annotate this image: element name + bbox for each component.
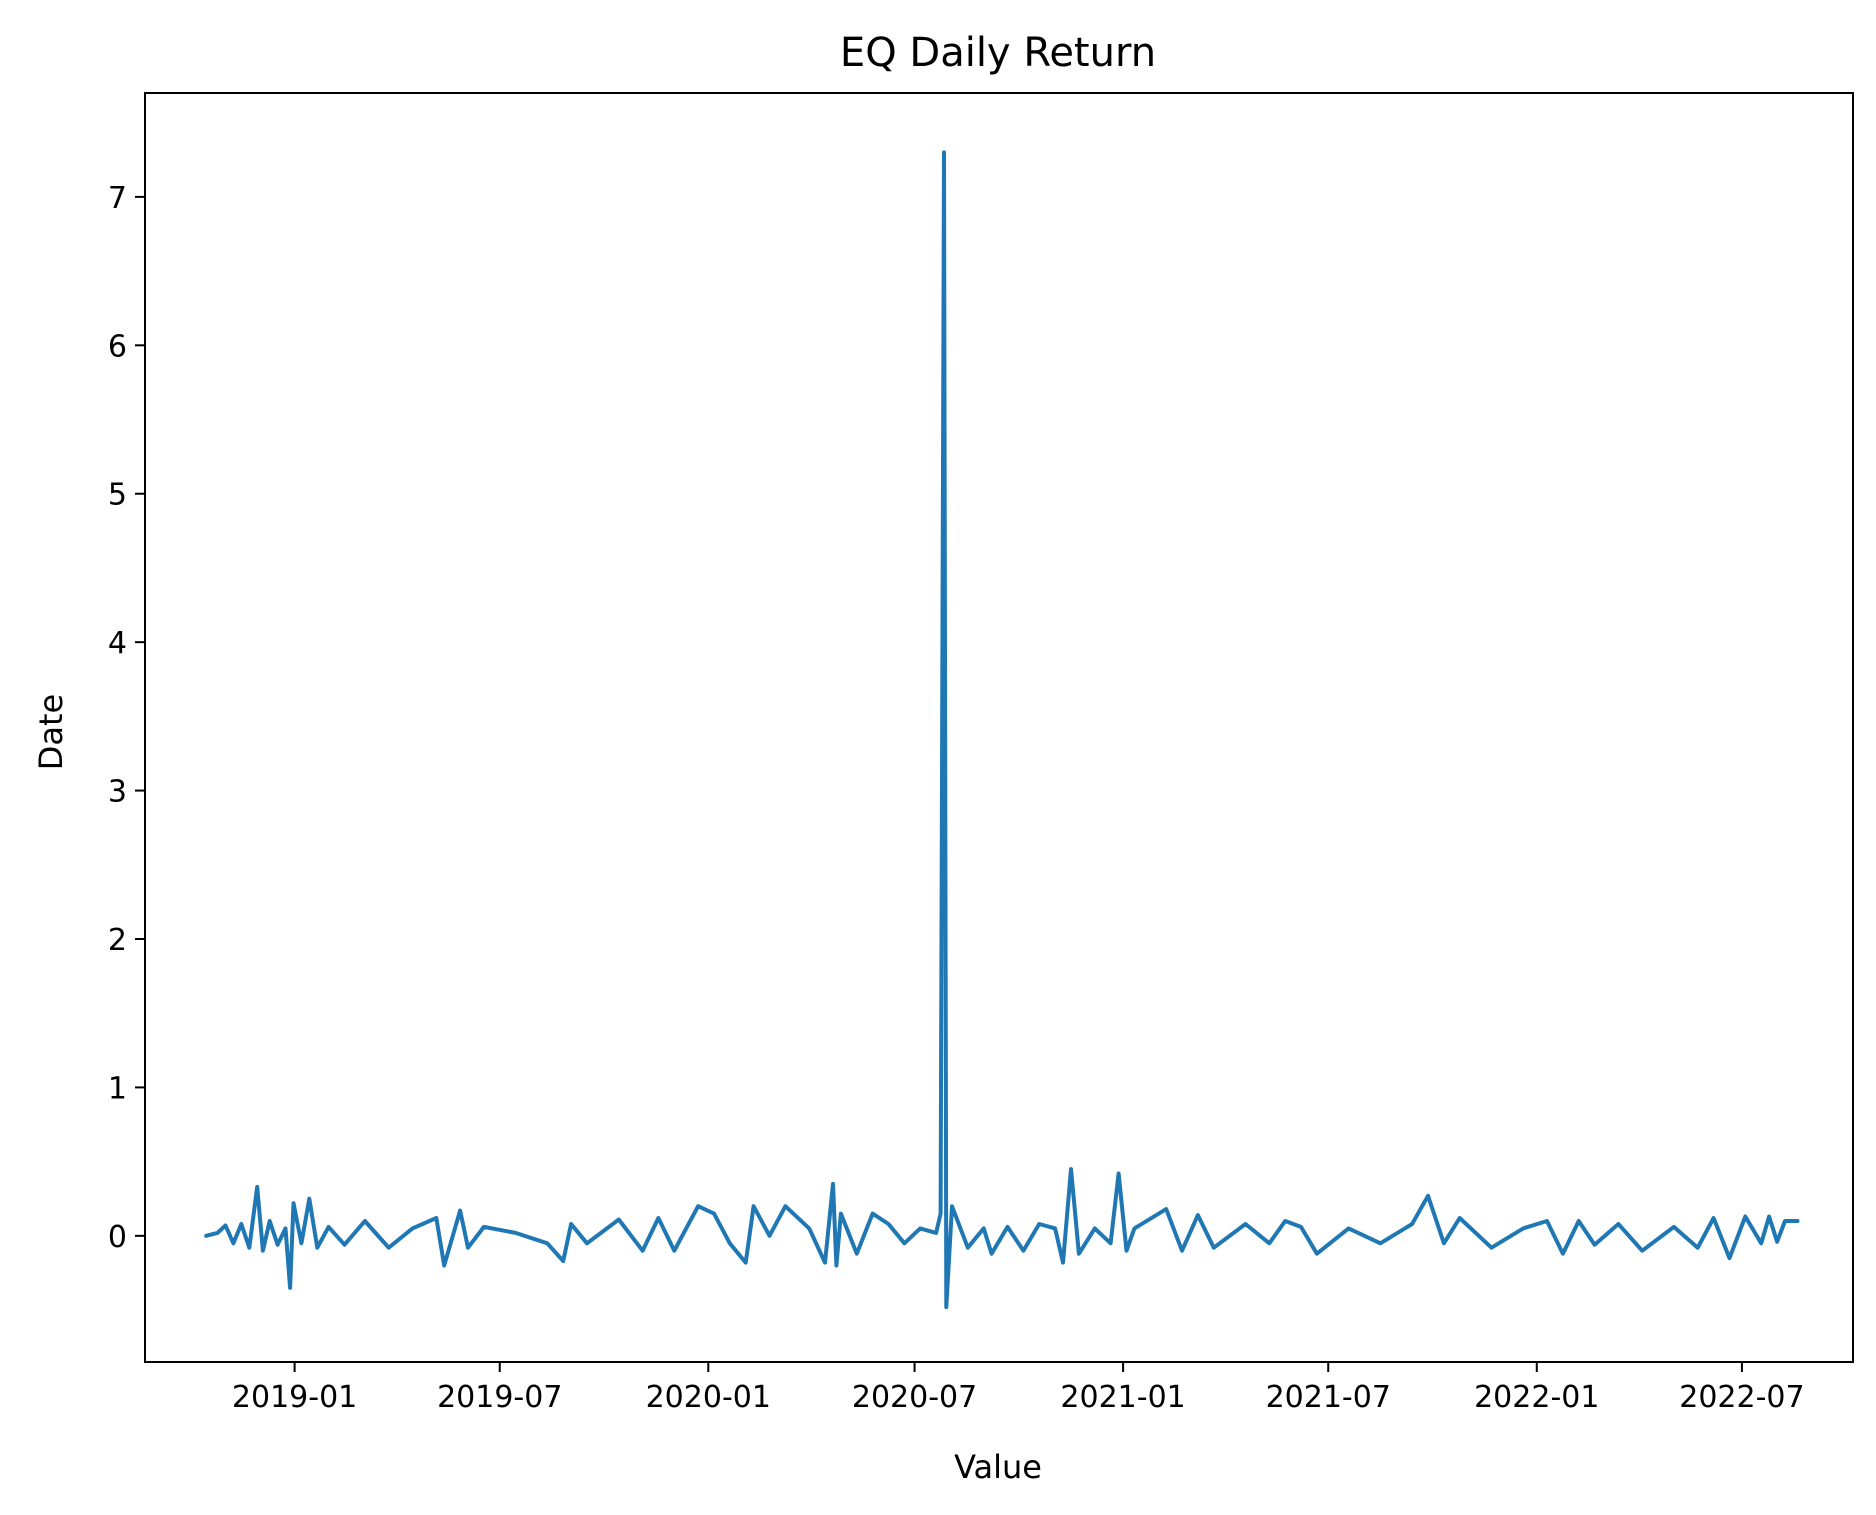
y-tick-label: 0	[108, 1220, 127, 1255]
x-axis-title: Value	[954, 1448, 1042, 1486]
y-tick-label: 6	[108, 329, 127, 364]
y-tick-label: 5	[108, 478, 127, 513]
axes: 2019-01 2019-07 2020-01 2020-07 2021-01 2021-…	[108, 92, 1854, 1415]
x-tick-label: 2022-07	[1679, 1380, 1804, 1415]
series-line-0	[204, 150, 1800, 1310]
y-tick-label: 4	[108, 626, 127, 661]
y-tick-label: 2	[108, 923, 127, 958]
y-tick-label: 3	[108, 775, 127, 810]
x-tick-label: 2020-01	[646, 1380, 771, 1415]
y-tick-label: 1	[108, 1071, 127, 1106]
x-tick-label: 2021-07	[1266, 1380, 1391, 1415]
y-axis-title: Date	[32, 694, 70, 770]
x-tick-label: 2019-01	[232, 1380, 357, 1415]
chart-title: EQ Daily Return	[840, 30, 1156, 76]
plot-area	[204, 150, 1800, 1310]
x-tick-label: 2022-01	[1474, 1380, 1599, 1415]
x-tick-label: 2019-07	[437, 1380, 562, 1415]
x-tick-label: 2021-01	[1060, 1380, 1185, 1415]
plot-frame	[144, 92, 1854, 1363]
y-tick-label: 7	[108, 181, 127, 216]
x-tick-label: 2020-07	[852, 1380, 977, 1415]
